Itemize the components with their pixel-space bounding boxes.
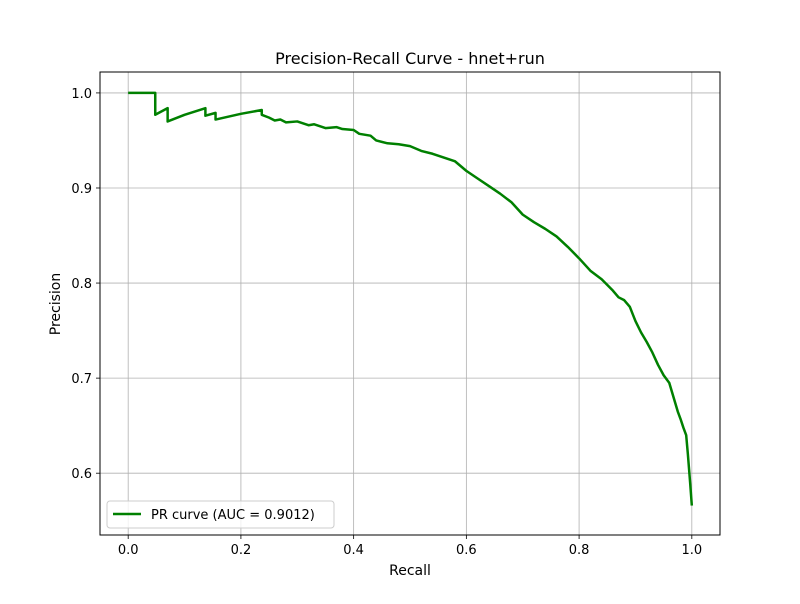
ticks: 0.0 0.2 0.4 0.6 0.8 1.0 0.6 0.7 0.8 0.9 1.0 [71,87,702,558]
legend: PR curve (AUC = 0.9012) [106,500,335,529]
y-tick-label: 0.8 [71,277,92,292]
x-axis-label: Recall [389,563,431,579]
chart-title: Precision-Recall Curve - hnet+run [275,49,545,68]
series-layer [128,91,694,506]
y-tick-label: 1.0 [71,87,92,102]
legend-box [106,500,335,529]
grid [100,72,720,535]
y-axis-label: Precision [48,273,64,335]
x-tick-label: 0.0 [118,543,139,558]
legend-entry-label: PR curve (AUC = 0.9012) [151,508,315,523]
pr-curve-line [128,91,694,506]
x-tick-label: 0.6 [456,543,477,558]
y-tick-label: 0.9 [71,182,92,197]
x-tick-label: 0.2 [231,543,252,558]
y-tick-label: 0.6 [71,467,92,482]
x-tick-label: 0.8 [569,543,590,558]
y-tick-label: 0.7 [71,372,92,387]
x-tick-label: 0.4 [343,543,364,558]
x-tick-label: 1.0 [681,543,702,558]
plot-frame [99,71,721,536]
